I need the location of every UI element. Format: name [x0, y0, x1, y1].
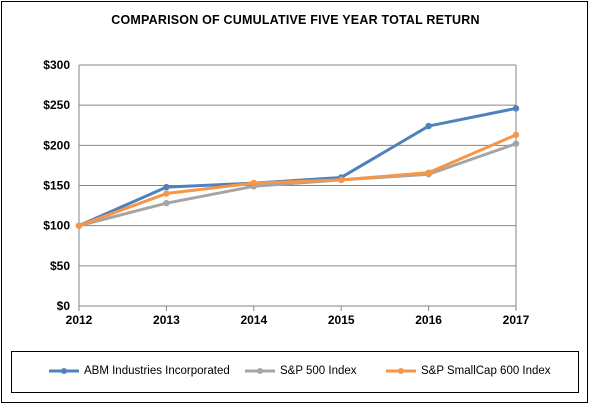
- x-tick-label: 2016: [415, 313, 442, 327]
- series-line: [77, 133, 518, 228]
- x-tick-labels: 2012 2013 2014 2015 2016 2017: [66, 313, 530, 327]
- series-2: [75, 131, 520, 229]
- series-lines: [75, 105, 520, 229]
- x-tick-label: 2013: [153, 313, 180, 327]
- data-point: [512, 140, 520, 147]
- x-tick-label: 2014: [240, 313, 267, 327]
- chart-title: COMPARISON OF CUMULATIVE FIVE YEAR TOTAL…: [111, 13, 480, 27]
- legend-marker-sp600: [398, 368, 404, 374]
- legend-swatch-abm: [49, 368, 79, 374]
- x-tick-label: 2012: [66, 313, 93, 327]
- data-point: [250, 179, 257, 187]
- gridlines: [79, 64, 516, 267]
- y-tick-label: $100: [43, 219, 70, 233]
- axes: [78, 65, 517, 311]
- series-1: [75, 140, 520, 229]
- data-point: [163, 199, 170, 207]
- data-point: [338, 176, 345, 184]
- y-tick-label: $200: [43, 138, 70, 152]
- y-tick-label: $150: [43, 179, 70, 193]
- y-tick-labels: $0 $50 $100 $150 $200 $250 $300: [43, 58, 70, 313]
- legend-label-abm: ABM Industries Incorporated: [84, 365, 230, 377]
- data-point: [75, 222, 83, 229]
- data-point: [512, 105, 520, 112]
- y-tick-label: $300: [43, 58, 70, 72]
- data-point: [425, 169, 432, 176]
- legend-marker-abm: [61, 368, 67, 374]
- y-tick-label: $250: [43, 98, 70, 112]
- legend-swatch-sp600: [386, 368, 416, 374]
- plot-area: $0$50$100$150$200$250$300 2012 2013 2014 20…: [43, 58, 530, 327]
- data-point: [163, 190, 170, 197]
- series-line: [77, 142, 518, 228]
- x-tick-label: 2017: [503, 313, 530, 327]
- legend-marker-sp500: [257, 368, 263, 374]
- legend-label-sp600: S&P SmallCap 600 Index: [421, 365, 551, 377]
- y-tick-label: $50: [50, 259, 70, 273]
- data-point: [425, 122, 432, 130]
- legend-swatch-sp500: [245, 368, 275, 374]
- data-point: [512, 131, 520, 139]
- legend: ABM Industries Incorporated S&P 500 Inde…: [11, 351, 579, 393]
- x-tick-label: 2015: [328, 313, 355, 327]
- legend-label-sp500: S&P 500 Index: [280, 365, 357, 377]
- data-point: [163, 183, 170, 191]
- y-tick-label: $0: [57, 299, 71, 313]
